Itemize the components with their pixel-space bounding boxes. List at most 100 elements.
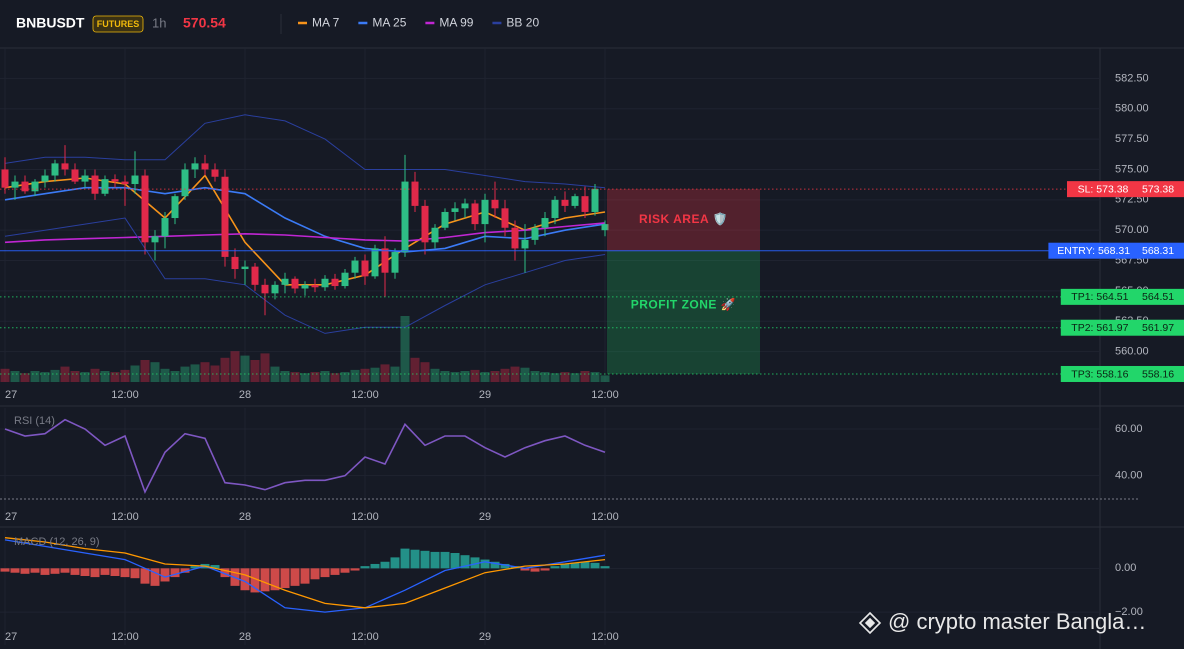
level-price-bg — [1139, 242, 1184, 259]
macd-line — [4, 539, 606, 613]
level-tag-bg — [1060, 319, 1139, 336]
volume-bar — [370, 367, 380, 382]
legend-label: BB 20 — [506, 16, 539, 30]
candle-body — [281, 278, 289, 285]
candle-body — [61, 163, 69, 170]
candle-body — [91, 175, 99, 194]
level-tag-bg — [1060, 365, 1139, 382]
level-price-bg — [1139, 365, 1184, 382]
candle-body — [141, 175, 149, 243]
volume-bar — [130, 365, 140, 382]
volume-bar — [200, 362, 210, 382]
histogram-bar — [290, 568, 300, 586]
x-tick-label: 12:00 — [351, 511, 379, 523]
volume-bar — [470, 369, 480, 382]
level-tag: TP1: 564.51 — [1071, 291, 1128, 303]
candle-body — [161, 218, 169, 237]
volume-bar — [440, 371, 450, 382]
histogram-bar — [590, 562, 600, 569]
badge: FUTURES — [97, 19, 140, 29]
histogram-bar — [520, 568, 530, 571]
y-tick-label: 577.50 — [1115, 133, 1149, 145]
overlay-line — [4, 114, 606, 189]
level-price: 558.16 — [1142, 368, 1174, 380]
level-price: 568.31 — [1142, 245, 1174, 257]
histogram-bar — [340, 568, 350, 573]
histogram-bar — [50, 568, 60, 574]
volume-bar — [100, 371, 110, 382]
histogram-bar — [110, 568, 120, 576]
level-tag-bg — [1060, 288, 1139, 305]
candle-body — [481, 199, 489, 225]
pane-title: RSI (14) — [14, 415, 55, 427]
watermark: @ crypto master Bangla… — [858, 609, 1146, 635]
candle-body — [571, 196, 579, 206]
candle-body — [601, 224, 609, 231]
volume-bar — [280, 371, 290, 382]
volume-bar — [340, 372, 350, 382]
histogram-bar — [460, 555, 470, 569]
x-tick-label: 12:00 — [591, 389, 619, 401]
volume-bar — [400, 316, 410, 382]
x-tick-label: 27 — [5, 389, 17, 401]
zone-box — [607, 250, 760, 374]
candle-body — [471, 203, 479, 225]
candle-body — [521, 239, 529, 249]
volume-bar — [500, 368, 510, 382]
histogram-bar — [220, 568, 230, 578]
volume-bar — [420, 362, 430, 382]
volume-bar — [250, 360, 260, 382]
volume-bar — [260, 353, 270, 382]
candle-body — [361, 260, 369, 277]
histogram-bar — [0, 568, 10, 572]
zone-label: PROFIT ZONE 🚀 — [631, 298, 736, 312]
histogram-bar — [350, 568, 360, 571]
level-price-bg — [1139, 288, 1184, 305]
level-price: 573.38 — [1142, 183, 1174, 195]
x-tick-label: 28 — [239, 511, 251, 523]
volume-bar — [350, 369, 360, 382]
legend-label: MA 99 — [439, 16, 473, 30]
histogram-bar — [580, 561, 590, 569]
candle-body — [331, 278, 339, 287]
volume-bar — [120, 369, 130, 382]
candle-body — [111, 179, 119, 182]
volume-bar — [450, 372, 460, 382]
histogram-bar — [450, 553, 460, 569]
volume-bar — [530, 371, 540, 382]
x-tick-label: 29 — [479, 511, 491, 523]
volume-bar — [80, 372, 90, 382]
candle-body — [31, 181, 39, 192]
y-tick-label: 60.00 — [1115, 423, 1143, 435]
interval[interactable]: 1h — [152, 15, 166, 30]
histogram-bar — [70, 568, 80, 575]
x-tick-label: 12:00 — [351, 389, 379, 401]
candle-body — [341, 272, 349, 287]
candle-body — [291, 278, 299, 289]
candle-body — [511, 227, 519, 249]
candle-body — [171, 196, 179, 219]
histogram-bar — [560, 563, 570, 569]
candle-body — [231, 256, 239, 270]
volume-bar — [580, 371, 590, 382]
level-price: 564.51 — [1142, 291, 1174, 303]
volume-bar — [230, 351, 240, 382]
candle-body — [51, 163, 59, 176]
histogram-bar — [10, 568, 20, 573]
histogram-bar — [380, 561, 390, 569]
candle-body — [131, 175, 139, 185]
histogram-bar — [370, 563, 380, 569]
histogram-bar — [330, 568, 340, 575]
histogram-bar — [300, 568, 310, 584]
pane-title: MACD (12, 26, 9) — [14, 536, 100, 548]
x-tick-label: 12:00 — [351, 631, 379, 643]
y-tick-label: 570.00 — [1115, 224, 1149, 236]
level-price-bg — [1139, 181, 1184, 198]
histogram-bar — [30, 568, 40, 573]
candle-body — [381, 248, 389, 273]
candle-body — [241, 266, 249, 270]
level-tag: TP3: 558.16 — [1071, 368, 1128, 380]
